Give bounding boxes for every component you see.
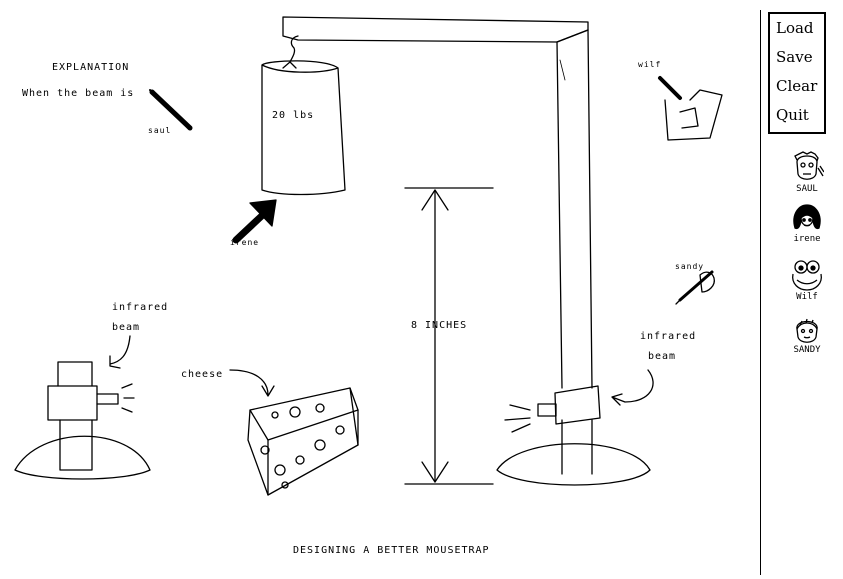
explanation-title: EXPLANATION bbox=[52, 62, 130, 73]
participant-irene[interactable]: irene bbox=[782, 204, 832, 244]
irene-arrow-cursor bbox=[232, 199, 277, 244]
participant-name: Wilf bbox=[796, 292, 818, 302]
hook bbox=[282, 35, 299, 69]
wilf-face-icon bbox=[792, 260, 822, 291]
weight-bag bbox=[261, 60, 346, 196]
participant-name: SAUL bbox=[796, 184, 818, 194]
sandy-face-icon bbox=[796, 318, 818, 343]
weight-label: 20 lbs bbox=[272, 110, 315, 121]
left-beam-label-1: infrared bbox=[112, 302, 169, 313]
clear-button[interactable]: Clear bbox=[776, 77, 818, 95]
explanation-text: When the beam is bbox=[22, 88, 135, 99]
left-beam-arrow bbox=[109, 335, 131, 369]
participant-name: SANDY bbox=[793, 345, 821, 355]
command-menu: Load Save Clear Quit bbox=[768, 12, 826, 134]
right-beam-label-1: infrared bbox=[640, 331, 697, 342]
sidebar-divider bbox=[760, 10, 761, 575]
saul-cursor-label: saul bbox=[148, 126, 172, 135]
height-label: 8 INCHES bbox=[411, 320, 468, 331]
sandy-hand-cursor bbox=[675, 270, 715, 305]
right-beam-arrow bbox=[611, 369, 654, 406]
load-button[interactable]: Load bbox=[776, 19, 814, 37]
saul-face-icon bbox=[794, 151, 824, 180]
irene-cursor-label: irene bbox=[230, 238, 260, 247]
height-dimension bbox=[404, 187, 494, 485]
left-base bbox=[14, 361, 151, 480]
wilf-cursor-label: wilf bbox=[638, 60, 662, 69]
participant-name: irene bbox=[793, 234, 821, 244]
cheese-wedge bbox=[247, 387, 359, 496]
save-button[interactable]: Save bbox=[776, 48, 813, 66]
saul-pen-cursor bbox=[149, 89, 193, 131]
sandy-cursor-label: sandy bbox=[675, 262, 705, 271]
cheese-arrow bbox=[229, 369, 275, 397]
participant-saul[interactable]: SAUL bbox=[782, 150, 832, 194]
shared-drawing-canvas[interactable]: EXPLANATION When the beam is saul 20 lbs… bbox=[0, 0, 760, 575]
left-beam-label-2: beam bbox=[112, 322, 141, 333]
participant-wilf[interactable]: Wilf bbox=[782, 258, 832, 302]
gallows-frame bbox=[282, 16, 593, 389]
drawing-caption: DESIGNING A BETTER MOUSETRAP bbox=[293, 545, 490, 556]
right-base bbox=[496, 385, 651, 486]
irene-face-icon bbox=[793, 204, 821, 230]
mousetrap-sketch bbox=[14, 16, 723, 496]
cheese-label: cheese bbox=[181, 369, 224, 380]
wilf-hand-cursor bbox=[658, 76, 723, 141]
quit-button[interactable]: Quit bbox=[776, 106, 809, 124]
participant-sandy[interactable]: SANDY bbox=[782, 315, 832, 355]
right-beam-label-2: beam bbox=[648, 351, 677, 362]
